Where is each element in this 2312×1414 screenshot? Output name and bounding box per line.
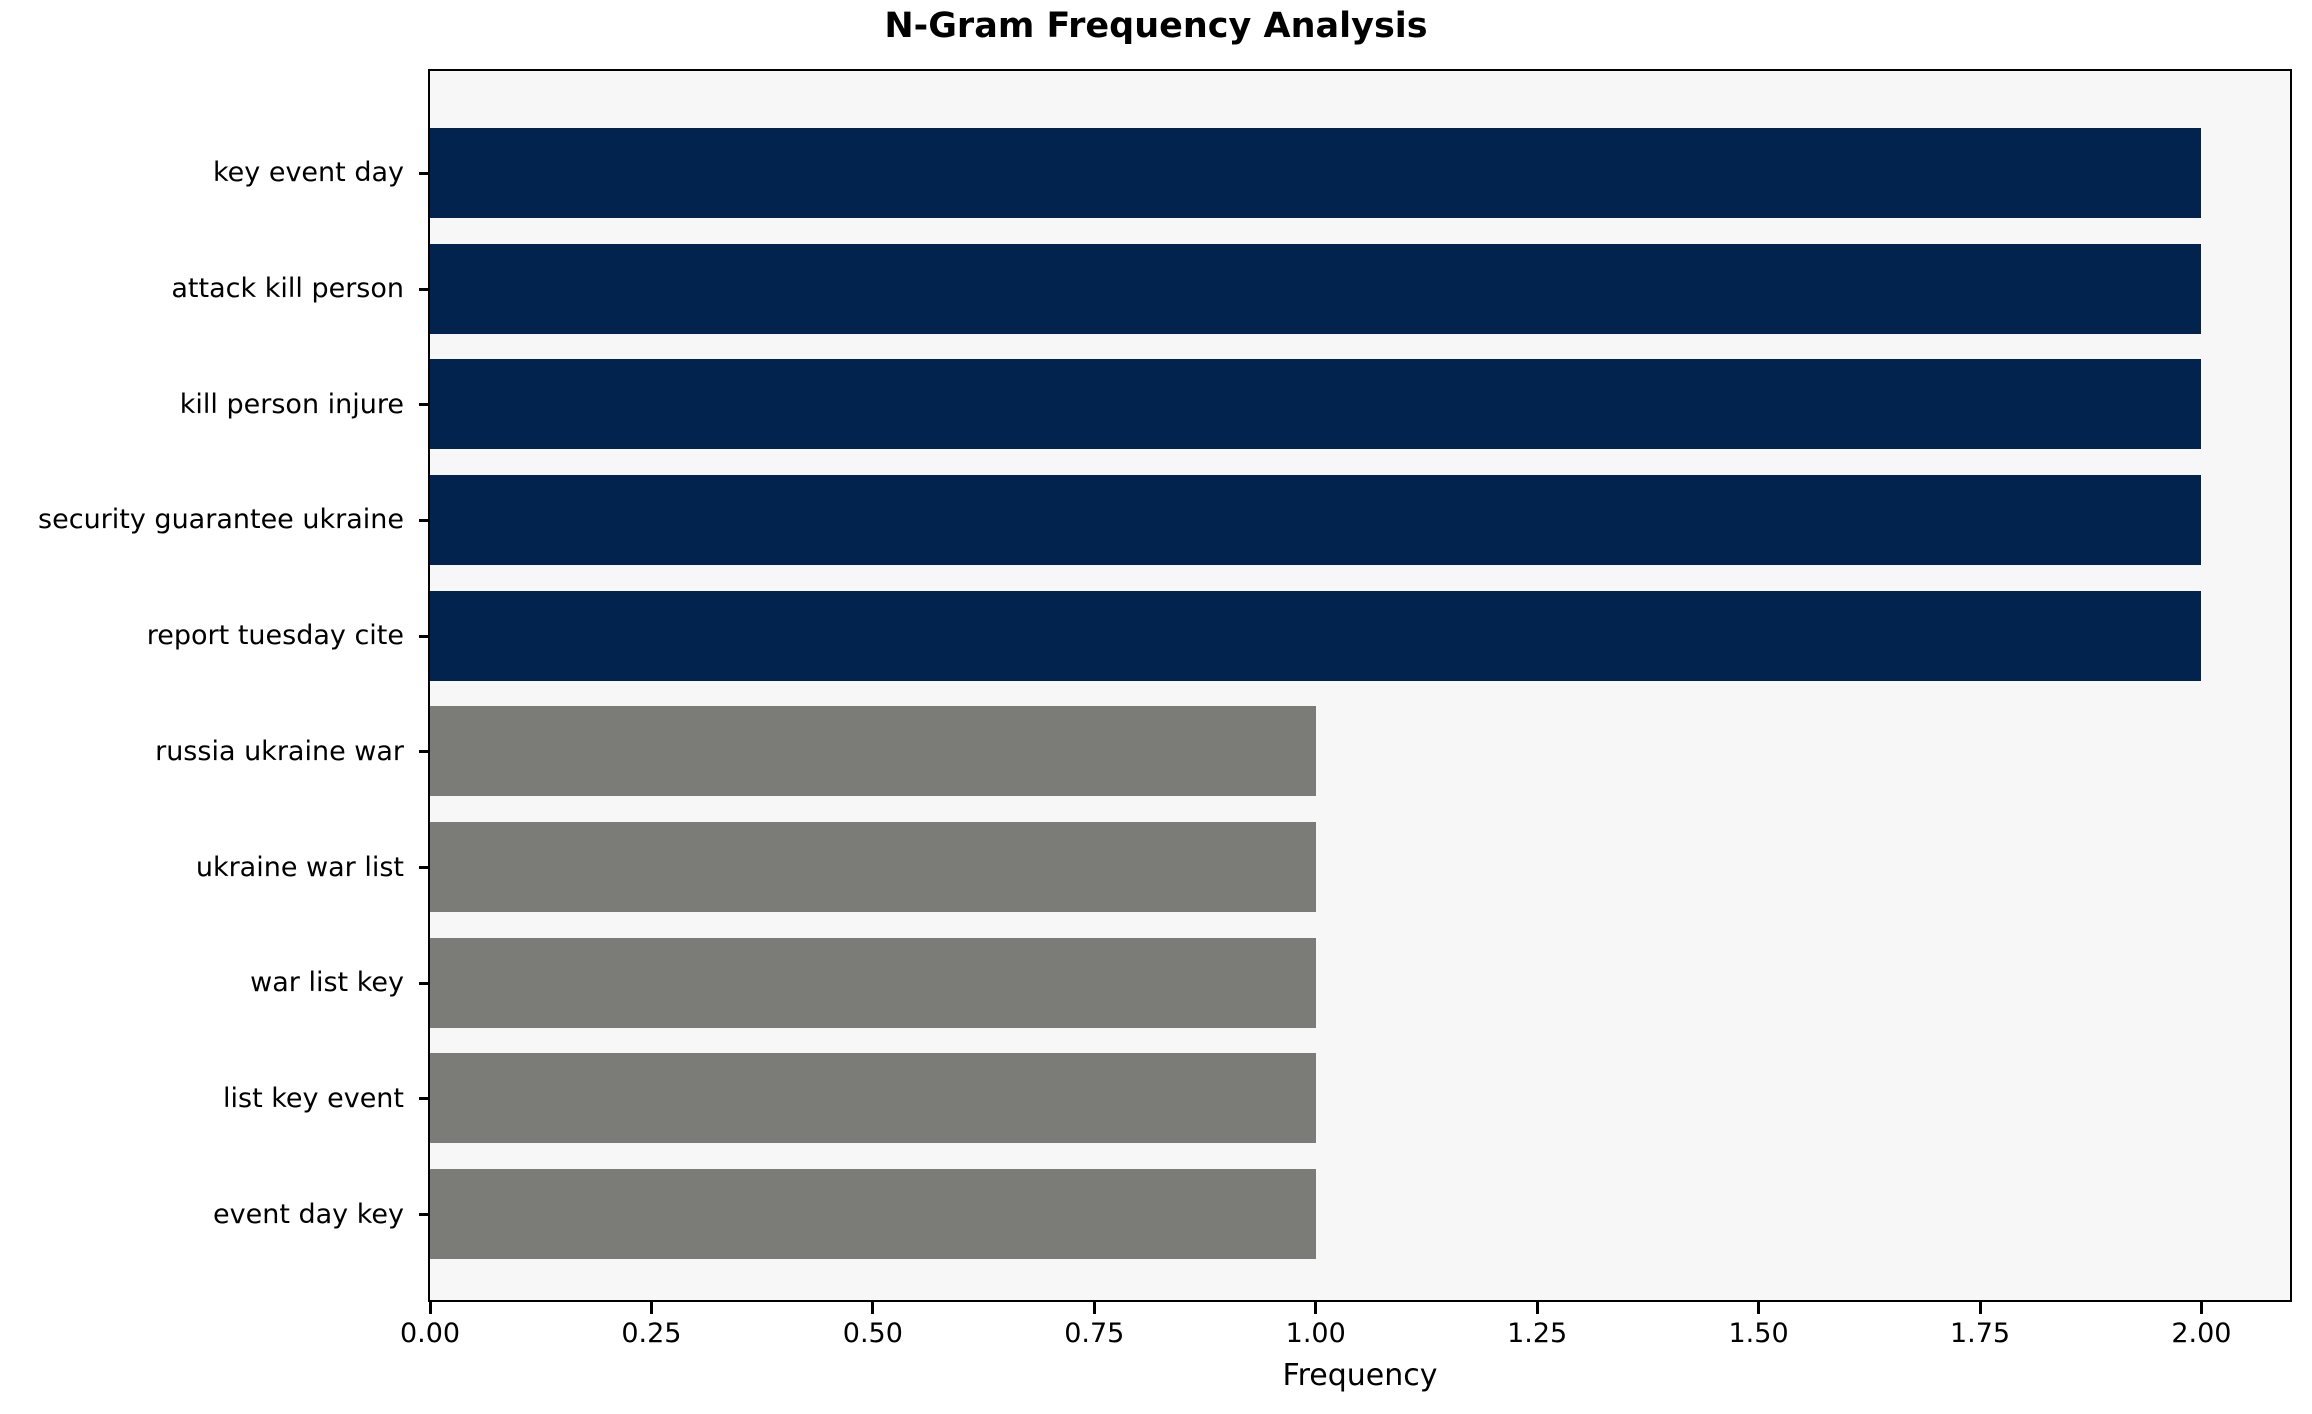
x-tick-mark bbox=[1978, 1302, 1982, 1314]
bar-track bbox=[430, 462, 2290, 578]
bar-row: event day key bbox=[0, 1156, 2290, 1272]
x-axis-label: Frequency bbox=[1282, 1358, 1438, 1393]
y-tick-mark bbox=[419, 403, 430, 407]
bar bbox=[430, 937, 1316, 1028]
bar-row: ukraine war list bbox=[0, 809, 2290, 925]
y-tick-cell: ukraine war list bbox=[0, 809, 430, 925]
y-tick-label: ukraine war list bbox=[195, 851, 404, 883]
bar-track bbox=[430, 1041, 2290, 1157]
bar-track bbox=[430, 1156, 2290, 1272]
chart-title: N-Gram Frequency Analysis bbox=[884, 6, 1428, 46]
y-tick-label: key event day bbox=[213, 157, 404, 189]
bar bbox=[430, 359, 2202, 450]
bar-track bbox=[430, 694, 2290, 810]
y-tick-label: event day key bbox=[213, 1198, 404, 1230]
bar-row: security guarantee ukraine bbox=[0, 462, 2290, 578]
bar-row: report tuesday cite bbox=[0, 578, 2290, 694]
x-tick-mark bbox=[1092, 1302, 1096, 1314]
y-tick-cell: report tuesday cite bbox=[0, 578, 430, 694]
bar-row: key event day bbox=[0, 115, 2290, 231]
y-tick-mark bbox=[419, 171, 430, 175]
y-tick-cell: list key event bbox=[0, 1041, 430, 1157]
x-tick-mark bbox=[1757, 1302, 1761, 1314]
bar-row: war list key bbox=[0, 925, 2290, 1041]
x-tick-label: 2.00 bbox=[2171, 1318, 2232, 1349]
x-tick-mark bbox=[1535, 1302, 1539, 1314]
y-tick-label: attack kill person bbox=[171, 273, 404, 305]
y-tick-cell: security guarantee ukraine bbox=[0, 462, 430, 578]
x-tick-label: 1.25 bbox=[1507, 1318, 1568, 1349]
y-tick-mark bbox=[419, 634, 430, 638]
y-tick-cell: attack kill person bbox=[0, 231, 430, 347]
bar-track bbox=[430, 346, 2290, 462]
y-tick-cell: kill person injure bbox=[0, 346, 430, 462]
bar bbox=[430, 127, 2202, 218]
y-tick-mark bbox=[419, 1097, 430, 1101]
bar-row: attack kill person bbox=[0, 231, 2290, 347]
bar bbox=[430, 474, 2202, 565]
y-tick-mark bbox=[419, 981, 430, 985]
bar-row: list key event bbox=[0, 1041, 2290, 1157]
x-tick-label: 0.25 bbox=[621, 1318, 682, 1349]
y-tick-mark bbox=[419, 518, 430, 522]
x-tick-label: 0.00 bbox=[399, 1318, 461, 1349]
bar bbox=[430, 243, 2202, 334]
y-tick-label: kill person injure bbox=[179, 388, 404, 420]
bar bbox=[430, 706, 1316, 797]
bar bbox=[430, 1169, 1316, 1260]
bar-track bbox=[430, 809, 2290, 925]
bar-track bbox=[430, 578, 2290, 694]
y-tick-cell: russia ukraine war bbox=[0, 694, 430, 810]
x-tick-label: 1.00 bbox=[1285, 1318, 1346, 1349]
x-tick-label: 0.50 bbox=[842, 1318, 903, 1349]
bar bbox=[430, 590, 2202, 681]
bars-container: key event day attack kill person kill pers… bbox=[0, 71, 2290, 1302]
bar-track bbox=[430, 115, 2290, 231]
bar bbox=[430, 1053, 1316, 1144]
y-tick-cell: war list key bbox=[0, 925, 430, 1041]
x-tick-label: 1.50 bbox=[1728, 1318, 1789, 1349]
bar-track bbox=[430, 231, 2290, 347]
bar-row: kill person injure bbox=[0, 346, 2290, 462]
x-tick-label: 0.75 bbox=[1064, 1318, 1125, 1349]
x-tick-mark bbox=[1314, 1302, 1318, 1314]
x-tick-mark bbox=[2199, 1302, 2203, 1314]
bar bbox=[430, 822, 1316, 913]
y-tick-mark bbox=[419, 1213, 430, 1217]
bar-row: russia ukraine war bbox=[0, 694, 2290, 810]
bar-track bbox=[430, 925, 2290, 1041]
x-tick-mark bbox=[428, 1302, 432, 1314]
y-tick-mark bbox=[419, 750, 430, 754]
y-tick-mark bbox=[419, 287, 430, 291]
y-tick-mark bbox=[419, 866, 430, 870]
y-tick-label: list key event bbox=[223, 1082, 404, 1114]
y-tick-label: security guarantee ukraine bbox=[38, 504, 404, 536]
x-tick-mark bbox=[871, 1302, 875, 1314]
x-tick-label: 1.75 bbox=[1949, 1318, 2011, 1349]
x-tick-mark bbox=[649, 1302, 653, 1314]
y-tick-label: war list key bbox=[250, 967, 404, 999]
y-tick-label: report tuesday cite bbox=[146, 620, 404, 652]
y-tick-cell: key event day bbox=[0, 115, 430, 231]
y-tick-label: russia ukraine war bbox=[155, 735, 404, 767]
y-tick-cell: event day key bbox=[0, 1156, 430, 1272]
